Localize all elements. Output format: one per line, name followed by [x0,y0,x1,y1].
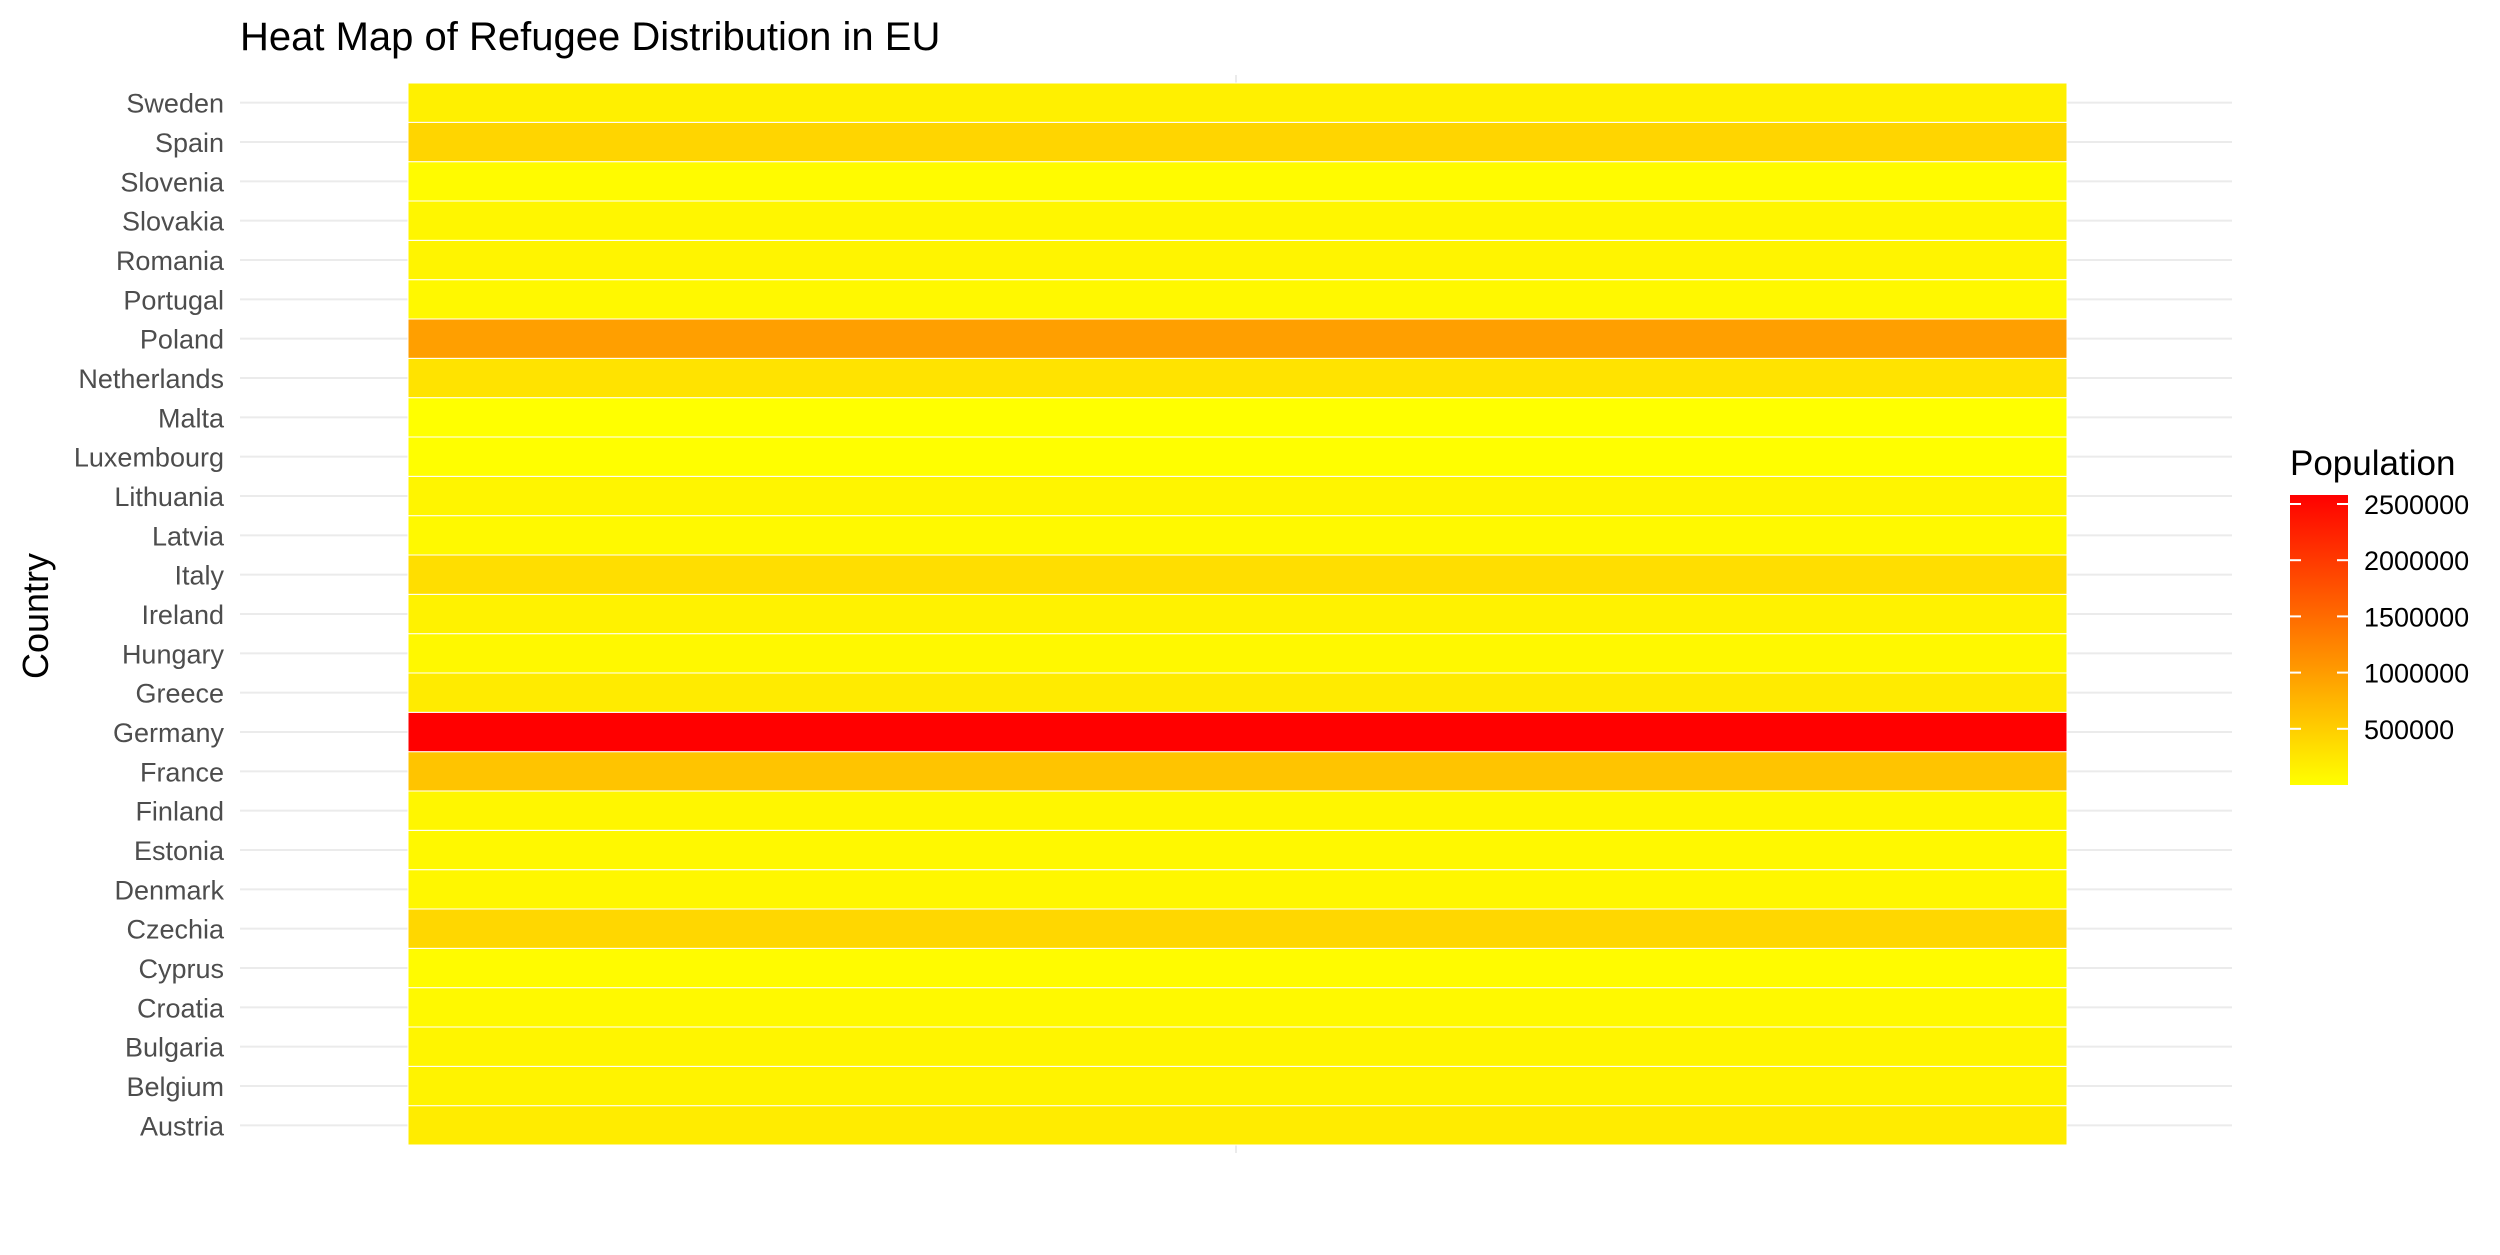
heatmap-tile [407,908,2068,949]
legend-tick-label: 1000000 [2364,659,2469,689]
chart-title: Heat Map of Refugee Distribution in EU [240,15,940,59]
heatmap-tile [407,751,2068,792]
heatmap-tile [407,1105,2068,1146]
heatmap-tile [407,987,2068,1028]
y-tick-label: Greece [135,679,224,709]
heatmap-tile [407,318,2068,359]
y-tick-labels: Austria Belgium Bulgaria Croatia Cyprus Czech… [74,89,225,1142]
y-tick-label: Cyprus [138,954,224,984]
heatmap-tile [407,869,2068,910]
heatmap-tile [407,554,2068,595]
y-tick-label: Denmark [114,875,224,905]
y-tick-label: Netherlands [78,364,224,394]
legend: Population 500000 1000000 1500000 2000000 25… [2290,444,2469,785]
heatmap-tile [407,790,2068,831]
y-tick-label: Ireland [141,600,224,630]
y-tick-label: Portugal [123,285,224,315]
legend-colorbar [2290,495,2348,785]
heatmap-tile [407,397,2068,438]
heatmap-tile [407,121,2068,163]
y-tick-label: Latvia [152,521,225,551]
heatmap-tile [407,161,2068,202]
y-tick-label: Slovenia [120,167,225,197]
heatmap-tile [407,200,2068,241]
heatmap-tile [407,829,2068,871]
y-tick-label: Estonia [134,836,225,866]
legend-tick-label: 2000000 [2364,546,2469,576]
legend-title: Population [2290,444,2455,483]
y-tick-label: Italy [174,561,224,591]
y-tick-label: Slovakia [122,207,225,237]
y-tick-label: Hungary [122,639,225,669]
y-tick-label: Spain [155,128,224,158]
y-tick-label: Sweden [126,89,224,119]
y-tick-label: Croatia [137,993,225,1023]
heatmap-tile [407,593,2068,635]
heatmap-tile [407,436,2068,477]
heatmap-tile [407,515,2068,556]
heatmap-tile [407,1065,2068,1107]
heatmap-tile [407,711,2068,753]
legend-ticks: 500000 1000000 1500000 2000000 2500000 [2290,490,2469,745]
heatmap-tile [407,475,2068,517]
heatmap-tile [407,947,2068,989]
tile-layer [407,82,2068,1146]
heatmap-tile [407,82,2068,123]
y-tick-label: Luxembourg [74,443,224,473]
y-tick-label: Czechia [126,915,225,945]
legend-tick-label: 500000 [2364,715,2454,745]
y-tick-label: Bulgaria [125,1033,225,1063]
heatmap-tile [407,279,2068,320]
y-tick-label: Poland [140,325,224,355]
heatmap-tile [407,239,2068,281]
y-tick-label: France [140,757,224,787]
y-tick-label: Belgium [126,1072,224,1102]
heatmap-tile [407,672,2068,713]
legend-tick-label: 2500000 [2364,490,2469,520]
y-tick-label: Austria [140,1111,225,1141]
y-tick-label: Lithuania [114,482,225,512]
legend-tick-label: 1500000 [2364,602,2469,632]
y-tick-label: Romania [116,246,225,276]
y-tick-label: Germany [113,718,225,748]
heatmap-tile [407,1026,2068,1067]
heatmap-tile [407,633,2068,674]
y-tick-label: Malta [158,403,225,433]
heatmap-tile [407,357,2068,399]
y-tick-label: Finland [135,797,224,827]
y-axis-label: Country [15,553,56,679]
